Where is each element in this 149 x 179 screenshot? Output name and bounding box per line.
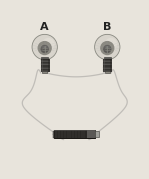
Bar bbox=[105, 71, 110, 73]
Circle shape bbox=[41, 45, 49, 53]
Text: A: A bbox=[40, 22, 49, 32]
Bar bbox=[95, 131, 99, 137]
Bar bbox=[41, 57, 48, 59]
Circle shape bbox=[100, 41, 114, 55]
Circle shape bbox=[95, 34, 120, 60]
Circle shape bbox=[42, 38, 55, 50]
Bar bbox=[87, 130, 95, 138]
Bar bbox=[104, 57, 111, 59]
Text: B: B bbox=[103, 22, 111, 32]
Bar bbox=[103, 59, 111, 71]
Bar bbox=[53, 131, 54, 138]
Circle shape bbox=[105, 38, 117, 50]
Circle shape bbox=[32, 34, 57, 60]
Bar bbox=[54, 130, 95, 138]
Circle shape bbox=[103, 45, 111, 53]
Bar bbox=[41, 59, 49, 71]
Circle shape bbox=[38, 41, 52, 55]
Bar bbox=[42, 71, 47, 73]
